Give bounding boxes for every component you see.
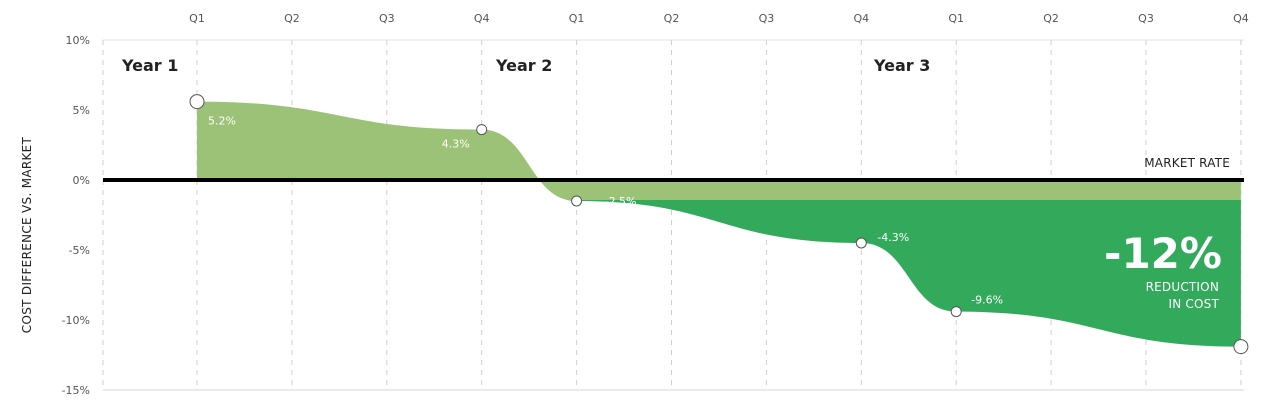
data-points: 5.2% 4.3% -2.5% -4.3% -9.6% xyxy=(189,94,1249,355)
y-tick-label: 0% xyxy=(73,174,90,187)
data-point-label: 4.3% xyxy=(442,138,470,151)
y-tick-label: -15% xyxy=(62,384,90,397)
quarter-tick-label: Q3 xyxy=(379,12,395,25)
quarter-tick-label: Q4 xyxy=(1233,12,1249,25)
y-tick-label: 10% xyxy=(66,34,90,47)
reduction-label-line2: IN COST xyxy=(1168,297,1219,311)
data-point-marker xyxy=(950,306,962,318)
quarter-tick-label: Q2 xyxy=(664,12,680,25)
market-rate-label: MARKET RATE xyxy=(1144,156,1230,170)
quarter-axis: Q1 Q2 Q3 Q4 Q1 Q2 Q3 Q4 Q1 Q2 Q3 Q4 xyxy=(189,12,1249,25)
quarter-tick-label: Q3 xyxy=(759,12,775,25)
data-point-marker xyxy=(571,195,583,207)
year-label: Year 1 xyxy=(121,56,178,75)
quarter-tick-label: Q1 xyxy=(189,12,205,25)
data-point-marker xyxy=(476,124,488,136)
data-point-label: 5.2% xyxy=(208,115,236,128)
quarter-tick-label: Q2 xyxy=(1043,12,1059,25)
negative-area xyxy=(568,200,1241,347)
area-layer xyxy=(197,101,1241,347)
reduction-value: -12% xyxy=(1104,229,1222,278)
quarter-tick-label: Q4 xyxy=(474,12,490,25)
data-point-marker xyxy=(189,94,205,110)
data-point-label: -4.3% xyxy=(877,231,909,244)
year-labels: Year 1 Year 2 Year 3 xyxy=(121,56,930,75)
year-label: Year 3 xyxy=(873,56,930,75)
y-tick-label: -5% xyxy=(69,244,90,257)
quarter-tick-label: Q2 xyxy=(284,12,300,25)
quarter-tick-label: Q1 xyxy=(948,12,964,25)
y-axis-title: COST DIFFERENCE VS. MARKET xyxy=(20,136,34,333)
data-point-label: -9.6% xyxy=(971,294,1003,307)
y-tick-label: 5% xyxy=(73,104,90,117)
positive-area xyxy=(197,101,1241,200)
reduction-callout: -12% REDUCTION IN COST xyxy=(1104,229,1222,311)
y-tick-label: -10% xyxy=(62,314,90,327)
data-point-marker xyxy=(855,237,867,249)
quarter-tick-label: Q3 xyxy=(1138,12,1154,25)
quarter-tick-label: Q1 xyxy=(569,12,585,25)
quarter-tick-label: Q4 xyxy=(853,12,869,25)
data-point-marker xyxy=(1233,339,1249,355)
y-axis: 10% 5% 0% -5% -10% -15% xyxy=(62,34,90,397)
year-label: Year 2 xyxy=(495,56,552,75)
data-point-label: -2.5% xyxy=(605,195,637,208)
reduction-label-line1: REDUCTION xyxy=(1146,280,1219,294)
